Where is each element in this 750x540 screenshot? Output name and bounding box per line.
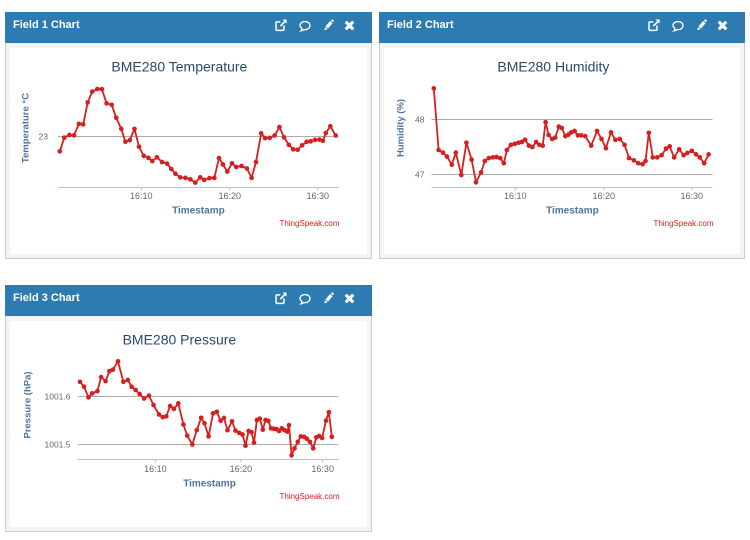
svg-text:1001.6: 1001.6 (45, 392, 71, 402)
svg-text:Timestamp: Timestamp (546, 206, 599, 217)
svg-text:Pressure (hPa): Pressure (hPa) (23, 371, 34, 438)
svg-text:16:10: 16:10 (130, 191, 153, 201)
svg-text:16:30: 16:30 (307, 191, 330, 201)
svg-text:ThingSpeak.com: ThingSpeak.com (279, 492, 339, 501)
svg-text:48: 48 (415, 115, 425, 125)
svg-text:BME280 Temperature: BME280 Temperature (111, 59, 247, 75)
svg-text:16:30: 16:30 (311, 464, 334, 474)
svg-text:16:20: 16:20 (230, 464, 253, 474)
svg-text:BME280 Pressure: BME280 Pressure (123, 332, 237, 348)
svg-text:ThingSpeak.com: ThingSpeak.com (279, 219, 339, 228)
svg-text:1001.5: 1001.5 (45, 440, 71, 450)
svg-text:16:20: 16:20 (593, 191, 616, 201)
svg-text:16:30: 16:30 (681, 191, 704, 201)
svg-text:16:10: 16:10 (504, 191, 527, 201)
svg-text:23: 23 (39, 132, 49, 142)
svg-text:47: 47 (415, 170, 425, 180)
svg-text:BME280 Humidity: BME280 Humidity (497, 59, 609, 75)
svg-text:16:10: 16:10 (144, 464, 167, 474)
svg-text:Timestamp: Timestamp (172, 206, 225, 217)
svg-text:Humidity (%): Humidity (%) (396, 99, 407, 157)
svg-text:Timestamp: Timestamp (183, 479, 236, 490)
svg-text:16:20: 16:20 (219, 191, 242, 201)
svg-text:ThingSpeak.com: ThingSpeak.com (653, 219, 713, 228)
svg-text:Temperature °C: Temperature °C (20, 93, 31, 163)
